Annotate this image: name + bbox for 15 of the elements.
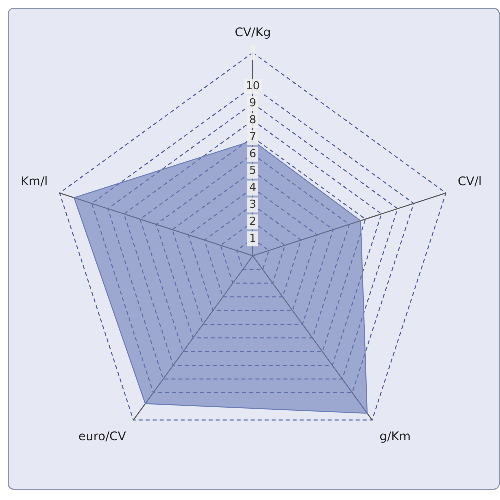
y-tick-label: 5 (250, 164, 256, 178)
y-tick-label: 10 (246, 80, 260, 93)
spoke-label: euro/CV (78, 430, 128, 444)
y-tick-label: 7 (250, 130, 256, 144)
y-tick-label: 2 (250, 215, 256, 228)
spoke-label: g/Km (380, 430, 411, 444)
y-tick-label: 6 (250, 147, 256, 160)
y-tick-label: 9 (250, 96, 256, 110)
y-tick-label: 4 (250, 181, 256, 194)
spoke-label: CV/l (458, 174, 482, 188)
y-tick-label: 3 (250, 198, 256, 212)
y-tick-label: 8 (250, 113, 256, 126)
spoke-label: Km/l (21, 174, 48, 188)
y-tick-label: 1 (250, 232, 256, 245)
spoke-label: CV/Kg (234, 25, 272, 40)
